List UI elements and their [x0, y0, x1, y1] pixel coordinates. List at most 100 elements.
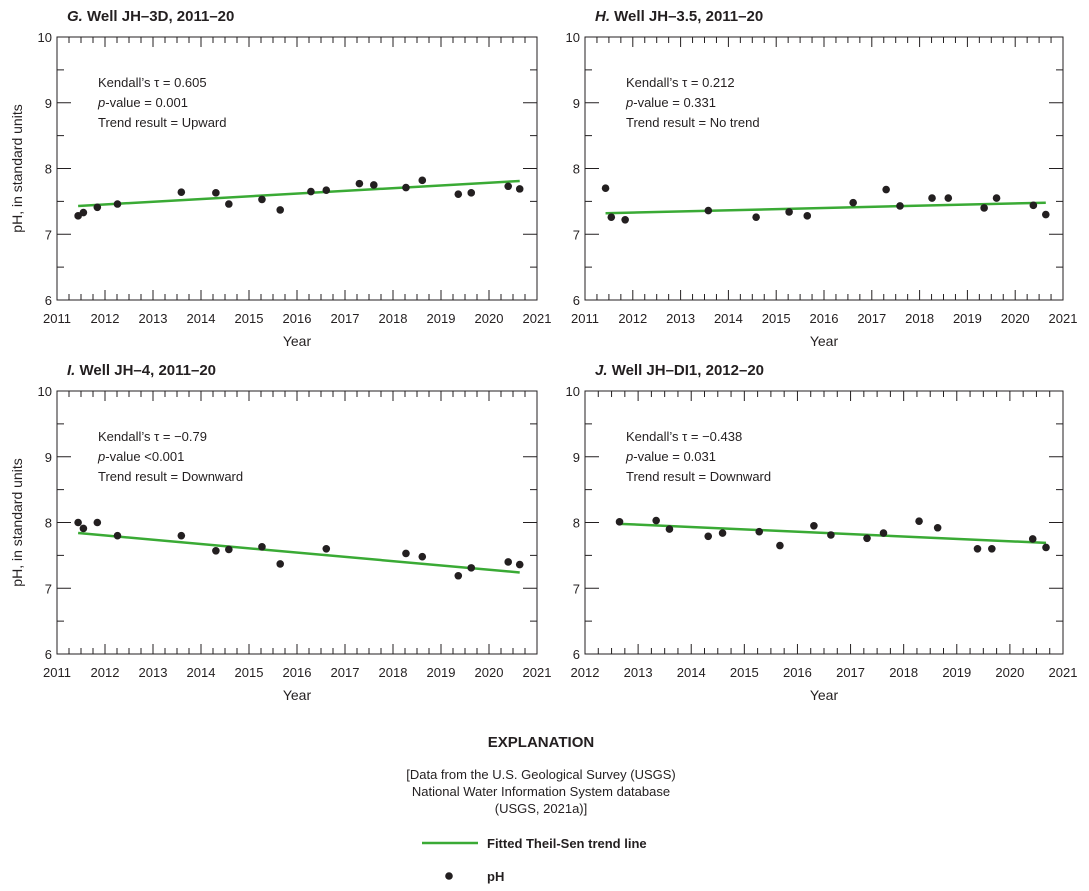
p-value-text: p-value = 0.001 [97, 95, 188, 110]
ph-data-point [803, 212, 812, 220]
y-tick-label: 10 [566, 30, 580, 45]
panel-h: H. Well JH–3.5, 2011–20 2011 2012 2013 2014 2… [566, 8, 1078, 349]
y-tick-label: 7 [573, 227, 580, 242]
y-tick-label: 6 [573, 647, 580, 662]
x-tick-label: 2020 [1001, 311, 1030, 326]
x-tick-label: 2018 [905, 311, 934, 326]
panel-title: I. Well JH–4, 2011–20 [67, 362, 216, 379]
panel-i: I. Well JH–4, 2011–20 2011 2012 2013 2014 201… [9, 362, 551, 703]
ph-data-point [276, 560, 285, 568]
x-tick-label: 2018 [379, 665, 408, 680]
legend-ph-dot-symbol [445, 872, 453, 880]
ph-data-point [665, 525, 674, 533]
panel-g: G. Well JH–3D, 2011–20 2011 2012 2013 2014 20… [9, 8, 551, 349]
ph-data-point [615, 518, 624, 526]
ph-data-point [467, 189, 476, 197]
y-tick-label: 10 [38, 30, 52, 45]
panel-j: J. Well JH–DI1, 2012–20 2012 2013 2014 2015 2… [566, 362, 1078, 703]
ph-data-point [467, 564, 476, 572]
x-tick-label: 2013 [139, 665, 168, 680]
x-tick-label: 2016 [283, 311, 312, 326]
trend-result-text: Trend result = No trend [626, 115, 760, 130]
ph-data-point [810, 521, 818, 530]
ph-data-point [601, 184, 610, 193]
trend-result-text: Trend result = Downward [98, 469, 243, 484]
panel-title: H. Well JH–3.5, 2011–20 [595, 8, 763, 25]
panel-letter: H. [595, 8, 614, 25]
explanation-heading: EXPLANATION [488, 734, 594, 751]
x-tick-label: 2021 [523, 311, 552, 326]
x-tick-label: 2021 [523, 665, 552, 680]
y-axis-label: pH, in standard units [9, 458, 25, 586]
panel-title-text: Well JH–DI1, 2012–20 [612, 362, 764, 379]
ph-data-point [504, 182, 512, 191]
ph-data-point [74, 518, 82, 527]
panel-title-text: Well JH–4, 2011–20 [80, 362, 217, 379]
x-tick-label: 2018 [889, 665, 918, 680]
x-tick-label: 2019 [942, 665, 971, 680]
ph-data-point [718, 529, 727, 537]
y-tick-label: 8 [573, 162, 580, 177]
ph-data-point [515, 185, 524, 193]
y-tick-label: 6 [573, 293, 580, 308]
x-axis-label: Year [810, 687, 839, 703]
x-tick-label: 2012 [91, 311, 120, 326]
ph-data-point [776, 541, 784, 550]
x-tick-label: 2013 [624, 665, 653, 680]
x-tick-label: 2017 [836, 665, 865, 680]
p-italic: p [625, 95, 633, 110]
ph-data-point [863, 534, 871, 543]
ph-data-point [607, 213, 616, 221]
source-line: [Data from the U.S. Geological Survey (U… [406, 767, 675, 782]
ph-data-point [879, 529, 888, 537]
ph-data-point [402, 183, 410, 192]
legend-trend-line-label: Fitted Theil-Sen trend line [487, 836, 647, 851]
ph-data-point [896, 202, 904, 210]
x-tick-label: 2014 [714, 311, 743, 326]
x-tick-label: 2016 [283, 665, 312, 680]
ph-data-point [652, 516, 660, 525]
panel-title-text: Well JH–3.5, 2011–20 [614, 8, 763, 25]
y-tick-label: 6 [45, 293, 52, 308]
ph-data-point [933, 523, 942, 532]
x-tick-label: 2017 [857, 311, 886, 326]
y-tick-label: 9 [573, 450, 580, 465]
ph-data-point [752, 213, 760, 221]
ph-data-point [1028, 535, 1037, 543]
p-value-rest: -value <0.001 [105, 449, 184, 464]
ph-data-point [515, 560, 524, 569]
x-tick-label: 2015 [235, 311, 264, 326]
y-tick-label: 9 [573, 96, 580, 111]
ph-data-point [258, 195, 266, 204]
x-tick-label: 2011 [571, 311, 599, 326]
ph-data-point [928, 194, 936, 202]
ph-data-point [307, 187, 315, 196]
trend-result-text: Trend result = Downward [626, 469, 771, 484]
theil-sen-trend-line [78, 531, 520, 574]
kendall-tau-text: Kendall’s τ = −0.438 [626, 429, 742, 444]
ph-data-point [93, 518, 102, 527]
x-tick-label: 2017 [331, 311, 360, 326]
ph-data-point [1029, 201, 1038, 210]
x-tick-label: 2019 [953, 311, 982, 326]
ph-data-point [704, 532, 713, 541]
ph-data-point [355, 179, 364, 188]
panel-letter: I. [67, 362, 80, 379]
ph-data-point [973, 545, 982, 553]
x-tick-label: 2013 [139, 311, 168, 326]
x-tick-label: 2018 [379, 311, 408, 326]
ph-data-point [418, 552, 427, 561]
y-axis-label: pH, in standard units [9, 104, 25, 232]
p-value-text: p-value = 0.331 [625, 95, 716, 110]
ph-data-point [785, 208, 793, 216]
x-tick-label: 2020 [475, 311, 504, 326]
x-axis-label: Year [283, 687, 312, 703]
ph-data-point [79, 524, 88, 533]
ph-data-point [212, 189, 220, 197]
y-tick-label: 7 [45, 227, 52, 242]
ph-data-point [755, 527, 764, 536]
ph-data-point [1041, 210, 1050, 219]
x-tick-label: 2012 [571, 665, 600, 680]
y-tick-label: 8 [45, 516, 52, 531]
ph-data-point [177, 188, 186, 196]
